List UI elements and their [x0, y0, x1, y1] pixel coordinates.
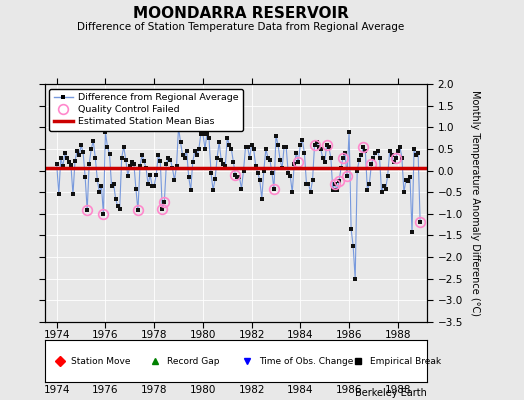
Text: 1974: 1974	[43, 385, 70, 395]
Text: Record Gap: Record Gap	[167, 356, 220, 366]
Text: MOONDARRA RESERVOIR: MOONDARRA RESERVOIR	[133, 6, 349, 21]
Text: 1978: 1978	[141, 385, 168, 395]
Text: 1986: 1986	[336, 330, 362, 340]
Text: 1986: 1986	[336, 385, 362, 395]
Text: 1988: 1988	[385, 385, 411, 395]
Text: Empirical Break: Empirical Break	[369, 356, 441, 366]
Text: 1974: 1974	[43, 330, 70, 340]
Y-axis label: Monthly Temperature Anomaly Difference (°C): Monthly Temperature Anomaly Difference (…	[470, 90, 480, 316]
Text: Station Move: Station Move	[71, 356, 131, 366]
Text: 1980: 1980	[190, 330, 216, 340]
Text: 1980: 1980	[190, 385, 216, 395]
Text: 1984: 1984	[287, 385, 314, 395]
Text: Berkeley Earth: Berkeley Earth	[355, 388, 427, 398]
Text: 1982: 1982	[238, 385, 265, 395]
Text: 1982: 1982	[238, 330, 265, 340]
Legend: Difference from Regional Average, Quality Control Failed, Estimated Station Mean: Difference from Regional Average, Qualit…	[49, 89, 243, 131]
Text: 1978: 1978	[141, 330, 168, 340]
Text: Difference of Station Temperature Data from Regional Average: Difference of Station Temperature Data f…	[78, 22, 405, 32]
Text: 1976: 1976	[92, 330, 119, 340]
Text: Time of Obs. Change: Time of Obs. Change	[259, 356, 353, 366]
Text: 1988: 1988	[385, 330, 411, 340]
Text: 1976: 1976	[92, 385, 119, 395]
Text: 1984: 1984	[287, 330, 314, 340]
